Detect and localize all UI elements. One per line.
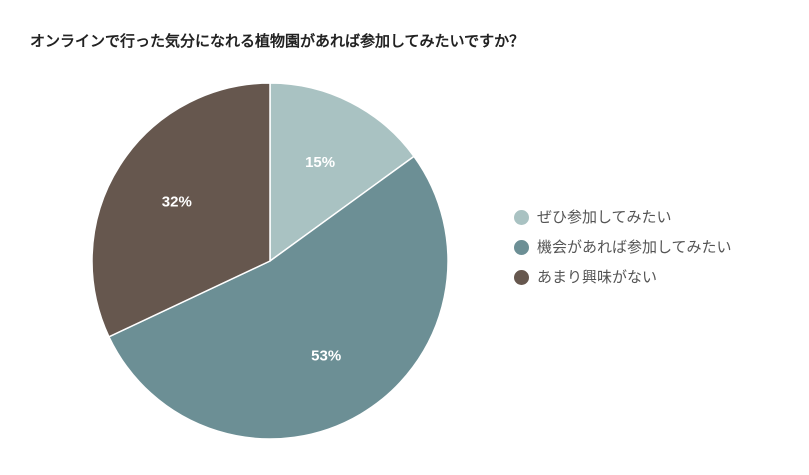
legend-item[interactable]: ぜひ参加してみたい xyxy=(514,207,774,227)
legend-swatch-icon xyxy=(514,210,529,225)
legend-swatch-icon xyxy=(514,270,529,285)
pie-slice[interactable] xyxy=(91,82,271,338)
slice-data-label: 15% xyxy=(305,154,335,171)
legend: ぜひ参加してみたい 機会があれば参加してみたい あまり興味がない xyxy=(514,207,774,297)
slice-data-label: 32% xyxy=(162,193,192,210)
pie-slice[interactable] xyxy=(269,82,416,263)
legend-label: ぜひ参加してみたい xyxy=(537,208,672,226)
legend-item[interactable]: 機会があれば参加してみたい xyxy=(514,237,774,257)
legend-item[interactable]: あまり興味がない xyxy=(514,267,774,287)
legend-label: 機会があれば参加してみたい xyxy=(537,238,732,256)
chart-title: オンラインで行った気分になれる植物園があれば参加してみたいですか？ xyxy=(30,32,525,50)
legend-label: あまり興味がない xyxy=(537,268,658,286)
pie-slice[interactable] xyxy=(107,155,449,440)
legend-swatch-icon xyxy=(514,240,529,255)
slice-data-label: 53% xyxy=(311,347,341,364)
